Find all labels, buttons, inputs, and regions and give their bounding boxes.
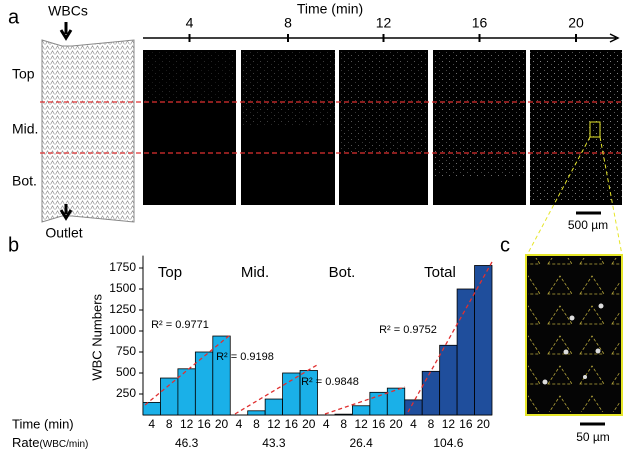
zoom-box	[589, 121, 601, 138]
fit-line	[234, 364, 318, 415]
region-label: Top	[12, 66, 35, 82]
x-tick-label: 20	[477, 417, 491, 431]
zoom-pattern	[528, 258, 620, 412]
x-tick-label: 8	[166, 417, 173, 431]
group-title: Mid.	[241, 264, 269, 281]
scale-label: 50 µm	[576, 430, 610, 444]
fit-line	[407, 261, 493, 413]
y-tick-label: 500	[116, 365, 136, 379]
panel-label: a	[8, 6, 20, 28]
outlet-arrow	[59, 204, 73, 221]
bar	[351, 405, 371, 416]
rate-value: 26.4	[349, 436, 373, 450]
cells	[542, 303, 604, 385]
panel-label: b	[8, 234, 19, 256]
bar	[212, 335, 231, 416]
panel-label: c	[500, 234, 510, 256]
rate-label: Rate(WBC/min)	[12, 435, 88, 450]
time-tick-label: 16	[472, 15, 488, 31]
x-tick-label: 4	[236, 417, 243, 431]
x-tick-label: 20	[215, 417, 229, 431]
x-tick-label: 16	[197, 417, 211, 431]
outlet-label: Outlet	[45, 225, 82, 241]
bar	[439, 344, 458, 416]
rate-value: 104.6	[433, 436, 463, 450]
rate-unit: (WBC/min)	[39, 439, 88, 450]
time-axis	[143, 33, 620, 43]
scale-label: 500 µm	[568, 218, 608, 232]
y-tick-label: 1000	[109, 323, 136, 337]
region-label: Mid.	[12, 121, 38, 137]
annotation: R² = 0.9198	[216, 351, 274, 363]
annotation: R² = 0.9848	[301, 376, 359, 388]
time-tick-label: 20	[568, 15, 584, 31]
device	[41, 39, 135, 223]
y-tick-label: 250	[116, 386, 136, 400]
bar	[421, 370, 441, 416]
x-tick-label: 4	[323, 417, 330, 431]
x-tick-label: 8	[428, 417, 435, 431]
y-tick-label: 1750	[109, 260, 136, 274]
frame-speckle	[241, 50, 335, 127]
bar	[474, 265, 493, 416]
bar	[282, 372, 301, 416]
inlet-arrow	[59, 22, 73, 41]
time-tick-label: 4	[186, 15, 194, 31]
x-tick-label: 8	[253, 417, 260, 431]
time-label: Time (min)	[297, 1, 363, 17]
x-tick-label: 16	[459, 417, 473, 431]
x-tick-label: 16	[285, 417, 299, 431]
x-tick-label: 20	[302, 417, 316, 431]
bar	[177, 368, 196, 416]
bar	[404, 399, 423, 416]
x-tick-label: 8	[340, 417, 347, 431]
x-tick-label: 12	[180, 417, 194, 431]
zoom-lines	[526, 136, 623, 256]
x-tick-label: 16	[372, 417, 386, 431]
time-tick-label: 8	[284, 15, 292, 31]
group-title: Bot.	[329, 264, 356, 281]
annotation: R² = 0.9752	[379, 324, 437, 336]
group-title: Total	[424, 264, 456, 281]
bar	[194, 351, 214, 416]
inlet-label: WBCs	[48, 3, 88, 19]
y-tick-label: 750	[116, 344, 136, 358]
rate-value: 46.3	[175, 436, 199, 450]
x-tick-label: 20	[389, 417, 403, 431]
rate-label-text: Rate	[12, 435, 39, 450]
bar	[264, 398, 283, 416]
fit-line	[144, 334, 231, 406]
fit-line	[324, 386, 406, 415]
region-label: Bot.	[12, 173, 37, 189]
frame-speckle	[339, 50, 428, 152]
time-tick-label: 12	[376, 15, 392, 31]
group-title: Top	[158, 264, 182, 281]
frame-speckle	[530, 50, 622, 202]
rate-value: 43.3	[262, 436, 286, 450]
y-tick-label: 1250	[109, 302, 136, 316]
x-axis-label: Time (min)	[12, 416, 74, 431]
x-tick-label: 12	[354, 417, 368, 431]
bar	[160, 377, 179, 416]
bar	[334, 413, 353, 416]
y-tick-label: 1500	[109, 281, 136, 295]
x-tick-label: 12	[267, 417, 281, 431]
x-tick-label: 4	[410, 417, 417, 431]
bar	[247, 410, 266, 416]
bar	[386, 387, 406, 416]
frame-speckle	[143, 50, 236, 102]
y-axis-label: WBC Numbers	[89, 293, 104, 380]
frame-speckle	[433, 50, 526, 177]
annotation: R² = 0.9771	[151, 319, 209, 331]
x-tick-label: 12	[442, 417, 456, 431]
x-tick-label: 4	[148, 417, 155, 431]
